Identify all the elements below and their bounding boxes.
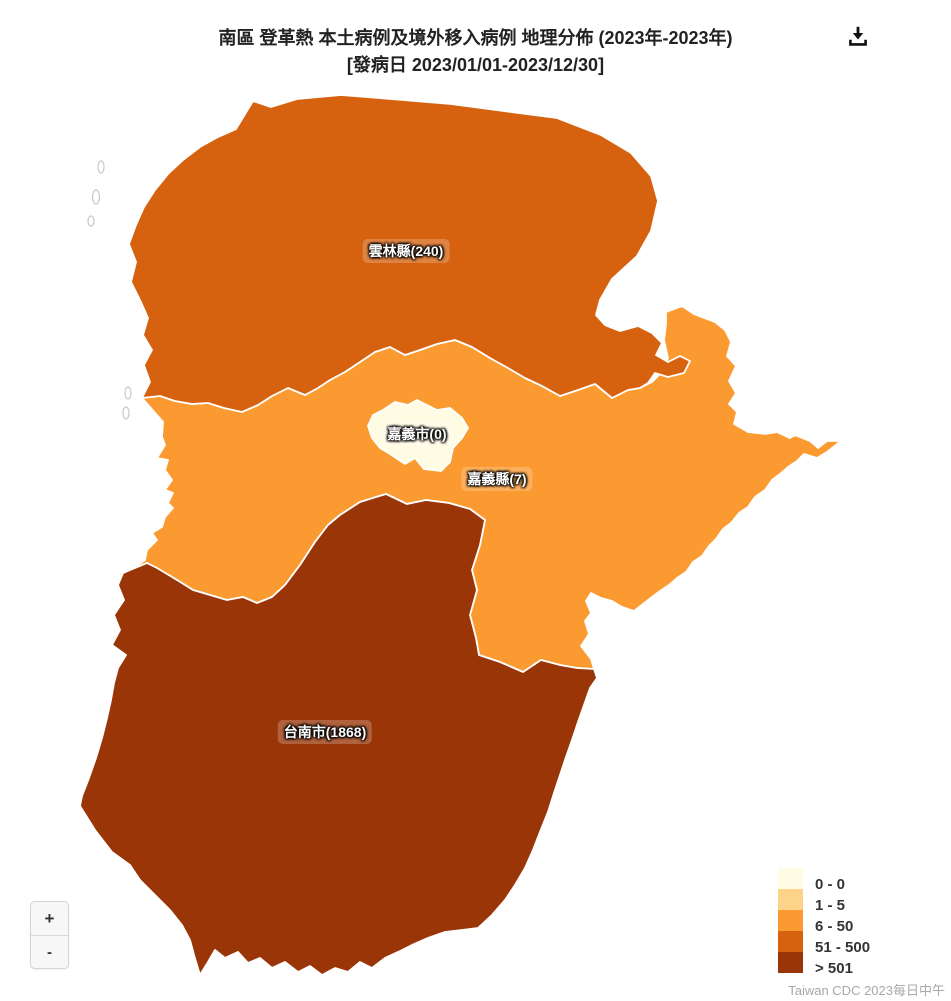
legend-label: > 501 (815, 960, 853, 977)
title-line2: [發病日 2023/01/01-2023/12/30] (346, 55, 605, 75)
legend-swatch (778, 931, 803, 952)
legend-label: 51 - 500 (815, 939, 871, 956)
legend-row: > 501 (778, 952, 948, 977)
page-title: 南區 登革熱 本土病例及境外移入病例 地理分佈 (2023年-2023年) [發… (0, 25, 951, 79)
region-chiayi-city[interactable] (367, 399, 469, 472)
zoom-out-button[interactable]: - (31, 935, 68, 968)
legend-row: 51 - 500 (778, 931, 948, 956)
legend-label: 0 - 0 (815, 876, 846, 893)
offshore-islets (87, 160, 132, 420)
legend-swatch (778, 910, 803, 931)
region-label-tainan[interactable]: 台南市(1868) (277, 720, 373, 744)
title-line1: 南區 登革熱 本土病例及境外移入病例 地理分佈 (2023年-2023年) (218, 28, 733, 48)
legend-row: 0 - 0 (778, 868, 948, 893)
legend-swatch (778, 889, 803, 910)
region-yunlin[interactable] (128, 94, 691, 413)
legend-label: 6 - 50 (815, 918, 854, 935)
zoom-in-button[interactable]: + (31, 902, 68, 935)
zoom-control: + - (30, 901, 69, 969)
region-tainan[interactable] (79, 493, 598, 976)
legend-label: 1 - 5 (815, 897, 846, 914)
legend-swatch (778, 952, 803, 973)
legend: 0 - 0 1 - 5 6 - 50 51 - 500 > 501 (778, 868, 948, 977)
region-label-yunlin[interactable]: 雲林縣(240) (362, 239, 450, 263)
legend-swatch (778, 868, 803, 889)
region-label-chiayi-city[interactable]: 嘉義市(0) (381, 422, 453, 446)
download-icon (849, 26, 867, 46)
legend-row: 1 - 5 (778, 889, 948, 914)
region-label-chiayi-county[interactable]: 嘉義縣(7) (461, 467, 533, 491)
download-button[interactable] (843, 22, 873, 52)
attribution-text: Taiwan CDC 2023每日中午 (788, 983, 945, 998)
legend-row: 6 - 50 (778, 910, 948, 935)
